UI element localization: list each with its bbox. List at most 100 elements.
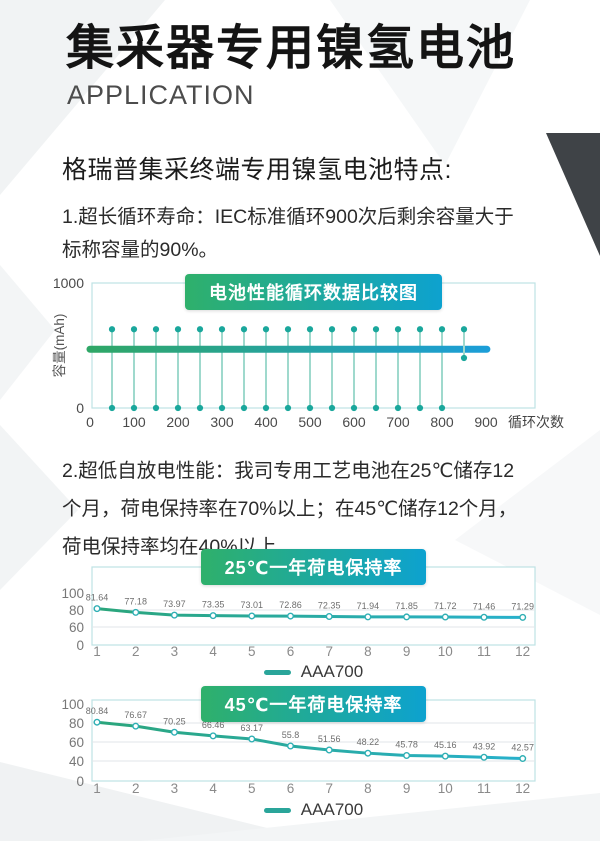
svg-text:77.18: 77.18 [124, 596, 147, 606]
svg-text:5: 5 [248, 644, 256, 659]
svg-text:3: 3 [171, 781, 179, 796]
svg-text:8: 8 [364, 644, 372, 659]
y-axis-labels: 0 1000 [53, 275, 84, 416]
svg-text:2: 2 [132, 644, 140, 659]
svg-text:7: 7 [325, 644, 333, 659]
legend-line-swatch [263, 669, 291, 675]
chart2-title-badge: 25℃一年荷电保持率 [200, 549, 427, 585]
svg-text:71.85: 71.85 [395, 601, 418, 611]
svg-text:6: 6 [287, 644, 295, 659]
svg-text:45.16: 45.16 [434, 740, 457, 750]
cycle-endurance-chart: 0 1000 容量(mAh) 0 100 200 300 400 500 600 700 800 900… [30, 270, 578, 445]
grid-lines [92, 722, 535, 762]
feature-2-line-1: 2.超低自放电性能：我司专用工艺电池在25℃储存12 [62, 460, 515, 482]
data-series [95, 607, 525, 619]
legend-series-label: AAA700 [300, 662, 364, 681]
svg-text:60: 60 [69, 735, 84, 750]
cycle-marks [108, 326, 446, 412]
svg-text:71.72: 71.72 [434, 601, 457, 611]
svg-text:45.78: 45.78 [395, 740, 418, 750]
svg-text:200: 200 [166, 414, 190, 430]
x-axis-title: 循环次数 [508, 414, 564, 430]
feature-1-line-1: 1.超长循环寿命：IEC标准循环900次后剩余容量大于 [62, 206, 514, 228]
page-subtitle: APPLICATION [67, 80, 255, 110]
feature-2-line-2: 个月，荷电保持率在70%以上；在45℃储存12个月， [62, 498, 518, 520]
svg-text:1000: 1000 [53, 275, 84, 291]
svg-text:81.64: 81.64 [86, 593, 109, 603]
svg-text:100: 100 [61, 586, 84, 601]
svg-text:73.97: 73.97 [163, 599, 186, 609]
data-series [95, 720, 525, 761]
chart2-badge-row: 25℃一年荷电保持率 [92, 549, 535, 585]
svg-text:1: 1 [93, 644, 101, 659]
value-labels: 80.84 76.67 70.25 66.46 63.17 55.8 51.56 48.22 4… [86, 706, 534, 752]
svg-text:3: 3 [171, 644, 179, 659]
svg-text:10: 10 [438, 781, 453, 796]
x-axis-labels: 1 2 3 4 5 6 7 8 9 10 11 12 [93, 781, 530, 796]
svg-text:76.67: 76.67 [124, 710, 147, 720]
svg-text:73.01: 73.01 [241, 600, 264, 610]
page-title: 集采器专用镍氢电池 [66, 22, 517, 75]
svg-text:51.56: 51.56 [318, 734, 341, 744]
svg-text:8: 8 [364, 781, 372, 796]
chart3-legend: AAA700 [92, 800, 535, 820]
svg-text:12: 12 [515, 781, 530, 796]
svg-text:600: 600 [342, 414, 366, 430]
retention-chart-45c: 0 40 60 80 100 1 2 3 4 5 6 7 8 9 10 11 12 80.84 76.67 70.25… [30, 682, 578, 822]
svg-text:6: 6 [287, 781, 295, 796]
y-axis-labels: 0 60 80 100 [61, 586, 84, 653]
x-axis-labels: 1 2 3 4 5 6 7 8 9 10 11 12 [93, 644, 530, 659]
chart3-title-badge: 45℃一年荷电保持率 [200, 686, 427, 722]
svg-text:500: 500 [298, 414, 322, 430]
svg-text:1: 1 [93, 781, 101, 796]
svg-text:48.22: 48.22 [357, 737, 380, 747]
svg-text:2: 2 [132, 781, 140, 796]
svg-text:10: 10 [438, 644, 453, 659]
svg-text:55.8: 55.8 [282, 730, 300, 740]
feature-text-2: 2.超低自放电性能：我司专用工艺电池在25℃储存12 个月，荷电保持率在70%以… [62, 452, 517, 566]
svg-text:40: 40 [69, 754, 84, 769]
chart3-badge-row: 45℃一年荷电保持率 [92, 686, 535, 722]
svg-text:0: 0 [76, 638, 84, 653]
dark-corner-wedge [546, 133, 600, 256]
svg-text:0: 0 [86, 414, 94, 430]
svg-text:80: 80 [69, 716, 84, 731]
grid-lines [92, 609, 535, 628]
retention-chart-25c: 0 60 80 100 1 2 3 4 5 6 7 8 9 10 11 12 81.64 77.18 73.97 73… [30, 545, 578, 682]
svg-text:100: 100 [61, 697, 84, 712]
x-axis-labels: 0 100 200 300 400 500 600 700 800 900 [86, 414, 498, 430]
svg-text:70.25: 70.25 [163, 716, 186, 726]
svg-text:72.35: 72.35 [318, 601, 341, 611]
svg-text:800: 800 [430, 414, 454, 430]
svg-text:63.17: 63.17 [241, 723, 264, 733]
svg-text:100: 100 [122, 414, 146, 430]
svg-text:9: 9 [403, 644, 411, 659]
svg-text:43.92: 43.92 [473, 741, 496, 751]
svg-text:73.35: 73.35 [202, 600, 225, 610]
svg-text:80.84: 80.84 [86, 706, 109, 716]
y-axis-title: 容量(mAh) [51, 314, 67, 378]
y-axis-labels: 0 40 60 80 100 [61, 697, 84, 789]
svg-text:0: 0 [76, 400, 84, 416]
svg-text:0: 0 [76, 774, 84, 789]
svg-text:12: 12 [515, 644, 530, 659]
svg-text:71.29: 71.29 [511, 601, 534, 611]
chart1-title-badge: 电池性能循环数据比较图 [185, 274, 442, 310]
line-markers [93, 605, 527, 621]
svg-text:11: 11 [477, 644, 491, 659]
legend-series-label: AAA700 [300, 800, 364, 819]
svg-text:66.46: 66.46 [202, 720, 225, 730]
svg-text:72.86: 72.86 [279, 600, 302, 610]
svg-text:700: 700 [386, 414, 410, 430]
feature-text-1: 1.超长循环寿命：IEC标准循环900次后剩余容量大于 标称容量的90%。 [62, 201, 514, 267]
line-markers [93, 718, 527, 763]
svg-text:4: 4 [209, 644, 217, 659]
chart1-badge-row: 电池性能循环数据比较图 [92, 274, 535, 310]
svg-text:9: 9 [403, 781, 411, 796]
svg-text:71.94: 71.94 [357, 601, 380, 611]
chart2-legend: AAA700 [92, 662, 535, 682]
svg-text:80: 80 [69, 603, 84, 618]
svg-text:4: 4 [209, 781, 217, 796]
